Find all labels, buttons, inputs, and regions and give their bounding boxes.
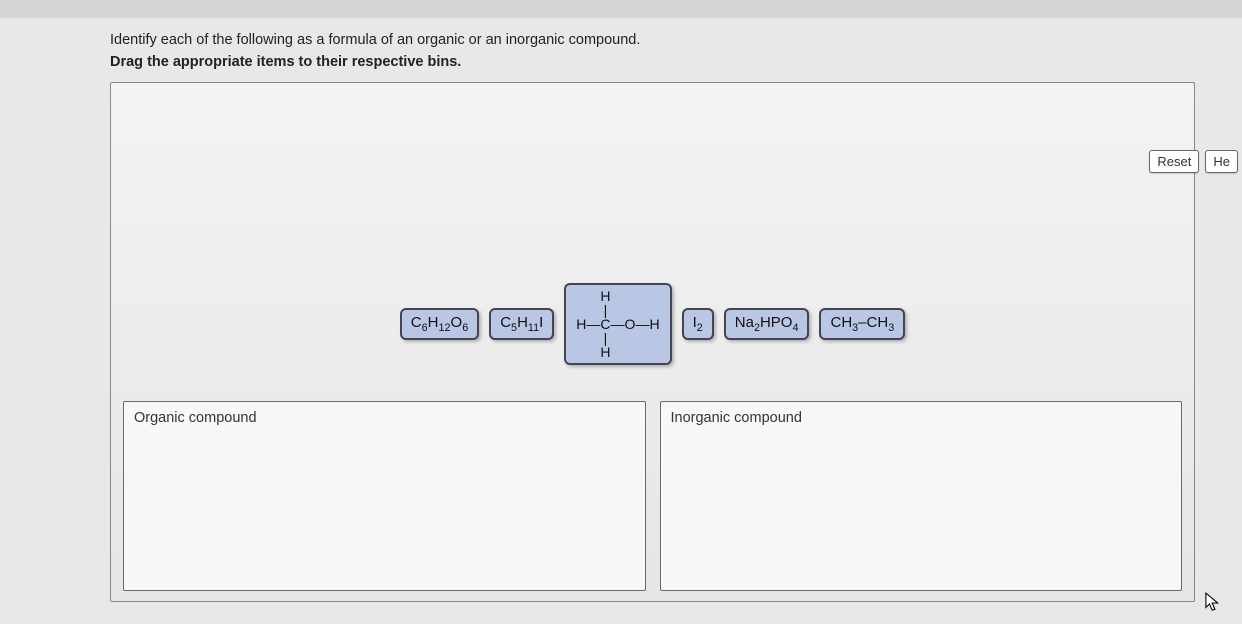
bin-inorganic-label: Inorganic compound (671, 410, 802, 426)
tile-label: CH3–CH3 (830, 314, 894, 334)
bond-h2: — (611, 317, 625, 331)
reset-button[interactable]: Reset (1149, 150, 1199, 173)
right-button-group: Reset He (1149, 150, 1238, 173)
help-button[interactable]: He (1205, 150, 1238, 173)
tile-ch3ch3[interactable]: CH3–CH3 (819, 308, 905, 340)
bond-v2: | (600, 331, 610, 345)
tile-label: C5H11I (500, 314, 543, 334)
instruction-text-2: Drag the appropriate items to their resp… (110, 54, 1242, 70)
top-strip (0, 0, 1242, 18)
bins-row: Organic compound Inorganic compound (123, 401, 1182, 591)
atom-h-bottom: H (600, 345, 610, 359)
tile-label: I2 (693, 314, 703, 334)
tile-c6h12o6[interactable]: C6H12O6 (400, 308, 479, 340)
atom-oh-right: O—H (625, 317, 660, 331)
tile-methanol-structure[interactable]: H | H — C — O—H | H (564, 283, 671, 365)
tile-label: C6H12O6 (411, 314, 468, 334)
tile-row: C6H12O6 C5H11I H | H — C — O—H | H (111, 283, 1194, 365)
bond-v1: | (600, 303, 610, 317)
bond-h1: — (586, 317, 600, 331)
atom-h-top: H (600, 289, 610, 303)
content-area: Identify each of the following as a form… (0, 18, 1242, 624)
tile-na2hpo4[interactable]: Na2HPO4 (724, 308, 810, 340)
tile-i2[interactable]: I2 (682, 308, 714, 340)
atom-c: C (600, 317, 610, 331)
bin-organic[interactable]: Organic compound (123, 401, 646, 591)
drag-panel: C6H12O6 C5H11I H | H — C — O—H | H (110, 82, 1195, 602)
atom-h-left: H (576, 317, 586, 331)
methanol-structure: H | H — C — O—H | H (576, 289, 659, 359)
instruction-text-1: Identify each of the following as a form… (110, 32, 1242, 48)
bin-inorganic[interactable]: Inorganic compound (660, 401, 1183, 591)
tile-label: Na2HPO4 (735, 314, 799, 334)
bin-organic-label: Organic compound (134, 410, 257, 426)
tile-c5h11i[interactable]: C5H11I (489, 308, 554, 340)
